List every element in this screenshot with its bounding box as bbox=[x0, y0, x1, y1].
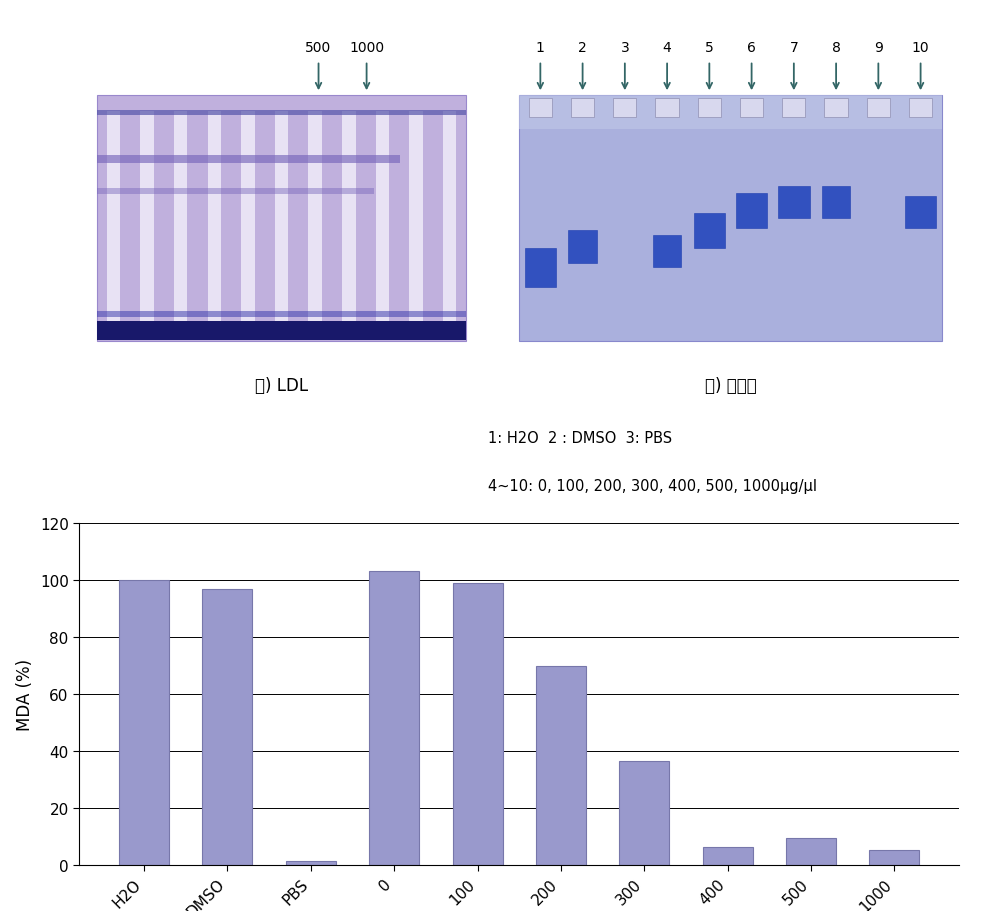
Bar bbox=[519, 96, 942, 342]
Bar bbox=[241, 112, 255, 328]
Bar bbox=[869, 850, 920, 865]
Bar bbox=[782, 99, 805, 118]
Bar bbox=[342, 112, 355, 328]
Bar bbox=[174, 112, 188, 328]
Bar bbox=[740, 99, 764, 118]
Text: 6: 6 bbox=[747, 41, 756, 55]
Bar bbox=[571, 99, 594, 118]
Bar bbox=[909, 99, 933, 118]
Text: 1: 1 bbox=[536, 41, 545, 55]
Bar bbox=[97, 96, 467, 342]
Text: 8: 8 bbox=[832, 41, 841, 55]
Bar bbox=[702, 847, 753, 865]
Bar bbox=[656, 99, 678, 118]
Bar bbox=[409, 112, 422, 328]
Text: 500: 500 bbox=[306, 41, 331, 55]
Text: 나) 이동도: 나) 이동도 bbox=[704, 376, 757, 394]
Bar bbox=[97, 156, 400, 164]
Text: 9: 9 bbox=[874, 41, 883, 55]
Bar bbox=[866, 99, 890, 118]
Bar bbox=[736, 194, 767, 229]
Bar bbox=[97, 189, 374, 195]
Text: 10: 10 bbox=[912, 41, 930, 55]
Bar bbox=[208, 112, 222, 328]
Bar bbox=[536, 666, 585, 865]
Bar bbox=[653, 236, 681, 268]
Bar bbox=[778, 187, 810, 219]
Text: 5: 5 bbox=[705, 41, 714, 55]
Bar bbox=[309, 112, 321, 328]
Bar bbox=[825, 99, 848, 118]
Bar bbox=[524, 249, 556, 288]
Text: 3: 3 bbox=[620, 41, 629, 55]
Bar bbox=[693, 214, 725, 249]
Bar bbox=[140, 112, 154, 328]
Bar bbox=[443, 112, 456, 328]
Bar bbox=[369, 572, 419, 865]
Bar bbox=[97, 312, 467, 318]
Bar bbox=[275, 112, 288, 328]
Bar bbox=[286, 861, 336, 865]
Text: 1000: 1000 bbox=[349, 41, 384, 55]
Bar bbox=[203, 589, 252, 865]
Text: 2: 2 bbox=[579, 41, 587, 55]
Bar bbox=[119, 580, 169, 865]
Bar bbox=[97, 111, 467, 117]
Bar bbox=[97, 322, 467, 341]
Bar bbox=[519, 96, 942, 130]
Bar bbox=[697, 99, 721, 118]
Text: 가) LDL: 가) LDL bbox=[255, 376, 309, 394]
Text: 7: 7 bbox=[789, 41, 798, 55]
Bar bbox=[613, 99, 637, 118]
Bar bbox=[905, 197, 937, 229]
Bar bbox=[786, 838, 836, 865]
Y-axis label: MDA (%): MDA (%) bbox=[16, 659, 35, 731]
Bar bbox=[376, 112, 389, 328]
Text: 4~10: 0, 100, 200, 300, 400, 500, 1000μg/μl: 4~10: 0, 100, 200, 300, 400, 500, 1000μg… bbox=[489, 479, 818, 494]
Bar bbox=[822, 187, 851, 219]
Bar bbox=[107, 112, 121, 328]
Text: 4: 4 bbox=[663, 41, 672, 55]
Text: 1: H2O  2 : DMSO  3: PBS: 1: H2O 2 : DMSO 3: PBS bbox=[489, 431, 673, 446]
Bar bbox=[453, 583, 502, 865]
Bar bbox=[619, 762, 670, 865]
Bar bbox=[529, 99, 552, 118]
Bar bbox=[569, 231, 596, 263]
